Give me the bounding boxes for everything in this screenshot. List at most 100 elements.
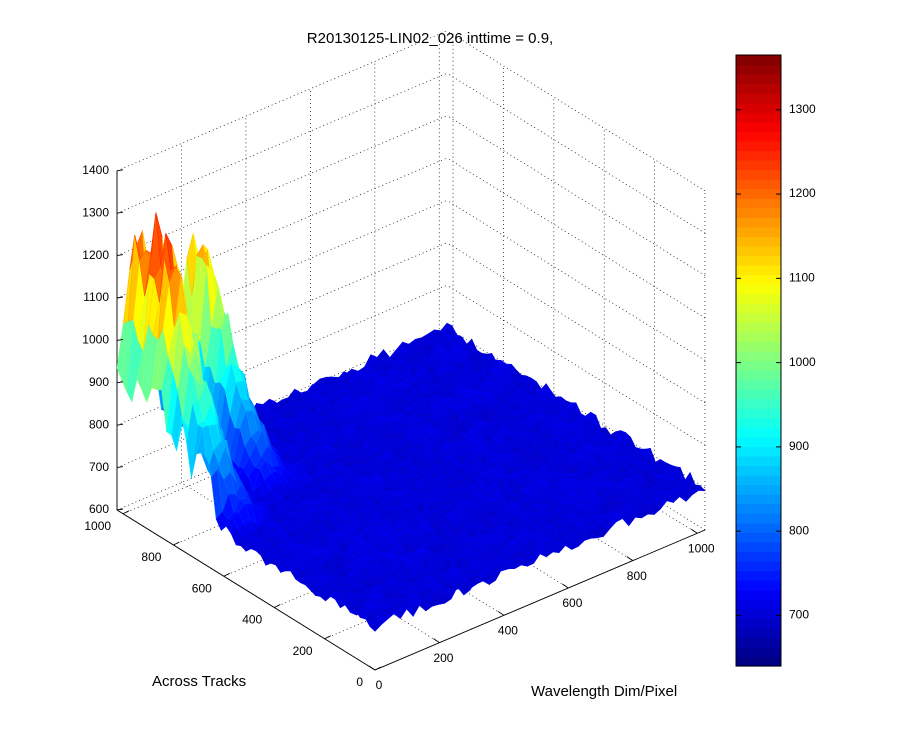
colorbar-swatch [736,389,781,400]
colorbar-tick-label: 900 [789,439,809,453]
x-tick-mark [626,556,634,561]
colorbar-swatch [736,379,781,390]
z-tick-label: 900 [89,375,109,389]
colorbar-swatch [736,284,781,295]
colorbar-swatch [736,303,781,314]
colorbar-swatch [736,570,781,581]
x-tick-label: 1000 [688,541,715,555]
z-tick-label: 1100 [83,290,109,304]
colorbar-swatch [736,599,781,610]
y-tick-label: 200 [293,644,313,658]
z-tick-mark [116,169,124,172]
y-tick-mark [223,572,231,577]
axis-x-line [374,529,706,671]
z-tick-label: 1000 [82,333,109,347]
y-tick-label: 600 [192,581,212,595]
colorbar-swatch [736,465,781,476]
colorbar-swatch [736,131,781,142]
colorbar-swatch [736,322,781,333]
colorbar-swatch [736,64,781,75]
colorbar-swatch [736,207,781,218]
colorbar-swatch [736,436,781,448]
colorbar-swatch [736,484,781,495]
colorbar-swatch [736,608,781,619]
colorbar-tick-label: 700 [789,608,809,622]
gridline-z-side [446,157,706,319]
axes-ticks: 600 700 800 900 1000 1100 1200 1300 1400 0 200 400 6… [82,163,715,692]
colorbar-swatch [736,312,781,323]
x-tick-mark [433,638,440,644]
colorbar-swatch [736,551,781,562]
z-tick-label: 800 [89,417,109,431]
z-tick-mark [116,211,124,214]
colorbar-swatch [736,646,781,658]
colorbar-swatch [736,274,781,285]
colorbar-swatch [736,217,781,228]
colorbar-swatch [736,226,781,237]
gridline-z-side [446,242,706,404]
colorbar-swatch [736,331,781,343]
colorbar-swatch [736,408,781,419]
colorbar-swatch [736,446,781,457]
gridline-z-side [446,30,706,192]
colorbar-swatch [736,150,781,161]
colorbar-swatch [736,522,781,533]
colorbar-swatch [736,112,781,123]
z-tick-mark [116,508,124,511]
gridline-z-back [116,72,448,214]
x-tick-label: 400 [498,623,518,637]
colorbar-tick-label: 1200 [789,186,816,200]
z-tick-mark [116,254,124,257]
colorbar-swatch [736,494,781,505]
z-tick-label: 1200 [82,248,109,262]
surface-cell [692,485,706,492]
chart-title: R20130125-LIN02_026 inttime = 0.9, [306,30,554,47]
colorbar-swatch [736,427,781,438]
colorbar-swatch [736,169,781,180]
y-tick-label: 800 [141,550,161,564]
gridline-z-side [446,115,706,276]
z-tick-mark [116,423,124,426]
colorbar-swatch [736,417,781,428]
y-tick-mark [274,604,281,608]
colorbar-swatch [736,455,781,467]
colorbar-frame [735,54,782,667]
y-axis-label: Across Tracks [152,673,246,690]
x-tick-mark [368,665,376,671]
z-tick-label: 700 [89,460,109,474]
colorbar-swatch [736,179,781,190]
colorbar-swatch [736,503,781,514]
gridline-z-side [446,200,706,361]
z-tick-label: 1400 [82,163,109,177]
colorbar-swatch [736,245,781,257]
colorbar: 700 800 900 1000 1100 1200 1300 [735,54,816,667]
colorbar-swatch [736,580,781,591]
x-tick-mark [497,610,505,616]
gridline-z-side [446,72,706,234]
y-tick-mark [324,635,331,640]
z-tick-mark [116,381,124,384]
colorbar-swatch [736,398,781,409]
colorbar-swatch [736,102,781,113]
colorbar-swatch [736,341,781,352]
colorbar-swatch [736,160,781,171]
colorbar-swatch [736,293,781,304]
colorbar-swatch [736,265,781,276]
colorbar-swatch [736,589,781,600]
y-tick-mark [173,541,180,546]
colorbar-swatch [736,637,781,648]
colorbar-swatch [736,236,781,247]
z-tick-mark [116,296,124,299]
colorbar-tick-label: 800 [789,523,809,537]
colorbar-swatch [736,83,781,94]
y-tick-mark [122,510,130,515]
colorbar-swatch [736,541,781,553]
y-tick-label: 0 [356,675,363,689]
x-tick-label: 600 [562,596,582,610]
x-axis-label: Wavelength Dim/Pixel [531,683,677,700]
colorbar-swatch [736,560,781,572]
colorbar-swatch [736,618,781,629]
colorbar-swatch [736,627,781,638]
colorbar-swatch [736,255,781,266]
